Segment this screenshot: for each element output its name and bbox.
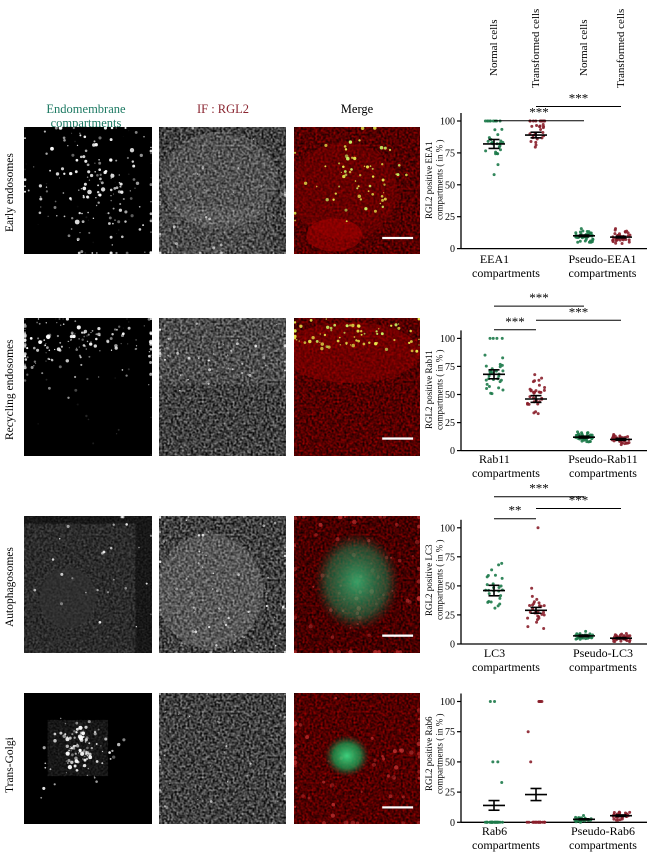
svg-text:0: 0 bbox=[450, 640, 455, 651]
svg-text:0: 0 bbox=[450, 244, 455, 255]
svg-text:25: 25 bbox=[445, 610, 455, 621]
svg-text:75: 75 bbox=[445, 727, 455, 738]
svg-text:25: 25 bbox=[445, 788, 455, 799]
svg-text:0: 0 bbox=[450, 818, 455, 829]
svg-text:***: *** bbox=[529, 290, 549, 305]
svg-text:0: 0 bbox=[450, 446, 455, 457]
svg-text:25: 25 bbox=[445, 212, 455, 223]
svg-text:50: 50 bbox=[445, 581, 455, 592]
svg-text:25: 25 bbox=[445, 418, 455, 429]
svg-text:***: *** bbox=[569, 304, 589, 319]
svg-text:50: 50 bbox=[445, 390, 455, 401]
svg-text:***: *** bbox=[505, 314, 525, 329]
svg-text:50: 50 bbox=[445, 180, 455, 191]
svg-text:***: *** bbox=[529, 481, 549, 496]
svg-text:***: *** bbox=[569, 493, 589, 508]
svg-text:75: 75 bbox=[445, 362, 455, 373]
svg-text:**: ** bbox=[509, 503, 522, 518]
svg-text:75: 75 bbox=[445, 148, 455, 159]
svg-text:75: 75 bbox=[445, 552, 455, 563]
svg-text:50: 50 bbox=[445, 757, 455, 768]
